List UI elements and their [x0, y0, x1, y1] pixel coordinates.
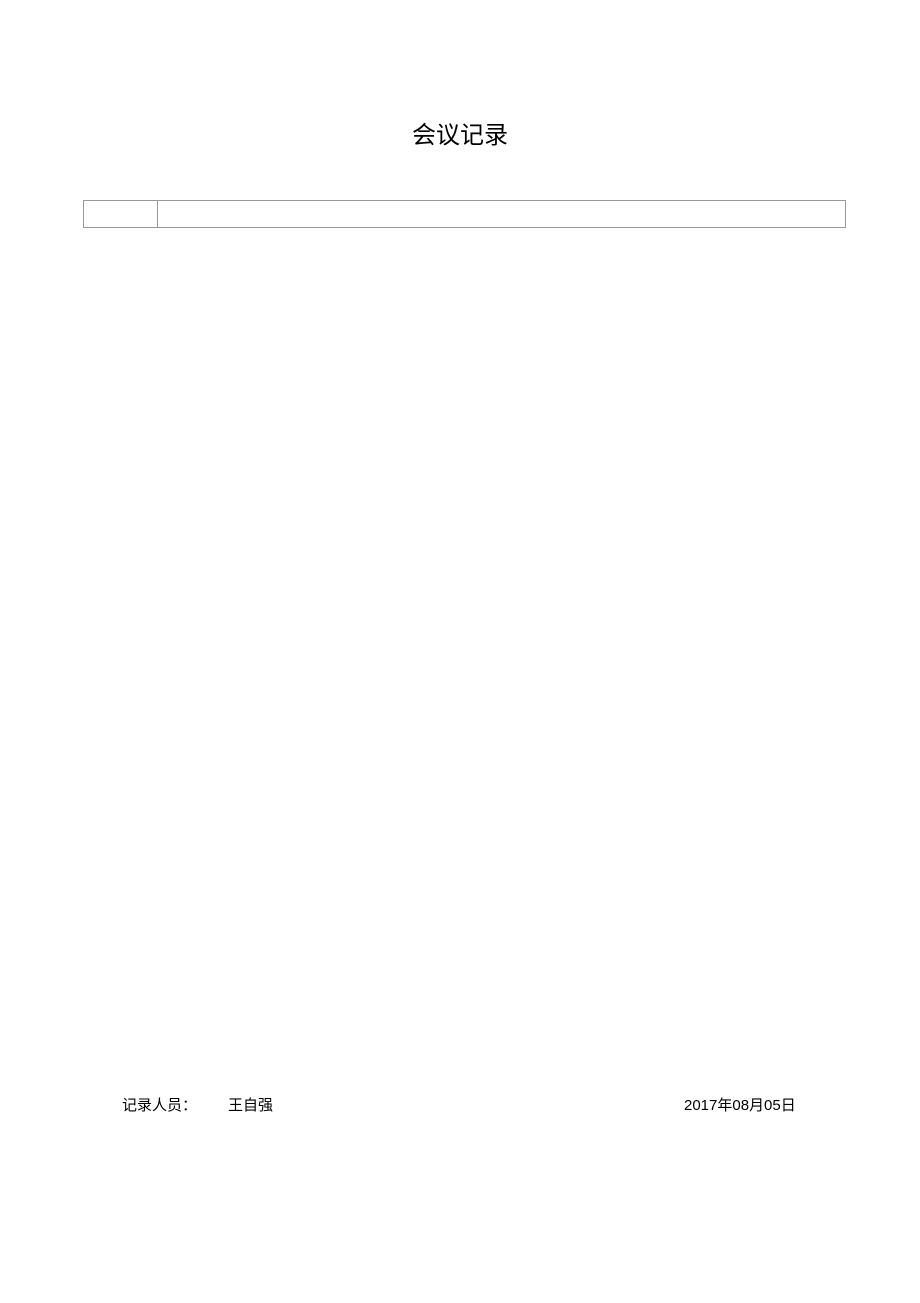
record-date: 2017年08月05日 [684, 1094, 796, 1115]
recorder-name: 王自强 [228, 1094, 273, 1115]
meeting-table [83, 200, 846, 228]
table-cell-label [84, 201, 158, 227]
page-title: 会议记录 [0, 115, 920, 150]
table-row [83, 200, 846, 228]
table-cell-value [158, 201, 845, 227]
recorder-label: 记录人员： [122, 1094, 197, 1115]
